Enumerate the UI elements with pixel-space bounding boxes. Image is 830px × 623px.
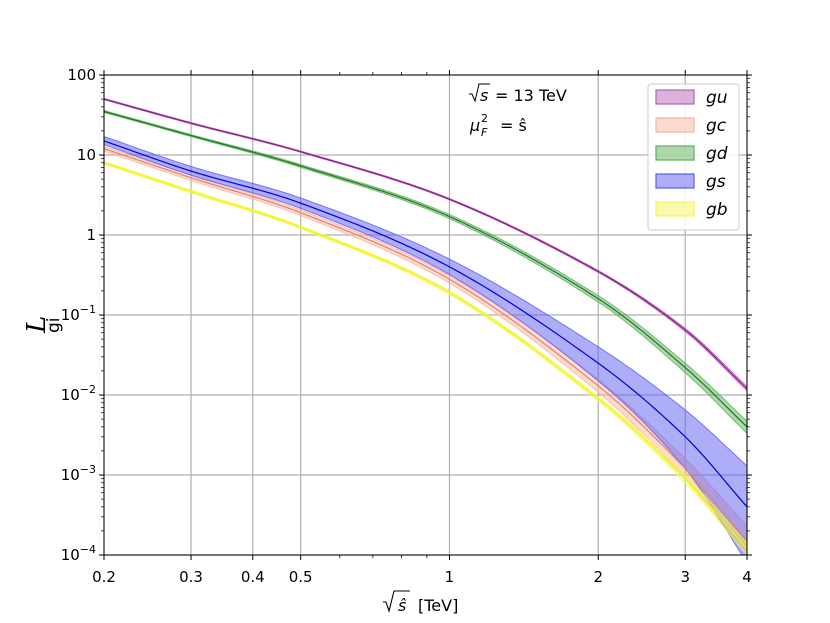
band-gb bbox=[104, 160, 747, 555]
line-gb bbox=[104, 162, 747, 550]
legend-swatch-gb bbox=[655, 201, 695, 217]
legend: gu gc gd gs gb bbox=[647, 83, 740, 231]
line-gd bbox=[104, 110, 747, 428]
annotation-sqrt bbox=[469, 83, 490, 103]
legend-swatch-gc bbox=[655, 117, 695, 133]
series-lines bbox=[104, 98, 747, 550]
x-tick-label: 0.4 bbox=[241, 568, 265, 586]
annotation-energy-value: = 13 TeV bbox=[495, 86, 567, 105]
legend-swatch-gd bbox=[655, 145, 695, 161]
x-tick-label: 0.3 bbox=[179, 568, 203, 586]
x-axis-unit: [TeV] bbox=[418, 596, 458, 615]
legend-label-gu: gu bbox=[706, 88, 728, 108]
y-axis-label: L gi bbox=[22, 316, 64, 334]
legend-label-gb: gb bbox=[706, 200, 728, 220]
legend-label-gc: gc bbox=[706, 116, 727, 136]
x-tick-label: 0.2 bbox=[92, 568, 116, 586]
legend-swatch-gu bbox=[655, 89, 695, 105]
sqrt-symbol bbox=[383, 590, 410, 613]
y-tick-label: 10 bbox=[77, 146, 96, 164]
x-axis-label: ŝ [TeV] bbox=[383, 590, 458, 615]
annotation-energy-var: s bbox=[480, 86, 488, 105]
x-tick-label: 0.5 bbox=[289, 568, 313, 586]
annotation-scale-var: μ bbox=[469, 116, 480, 135]
legend-label-gs: gs bbox=[706, 172, 726, 192]
band-gd bbox=[104, 109, 747, 435]
band-gs bbox=[104, 136, 747, 555]
line-gu bbox=[104, 98, 747, 390]
y-tick-label: 10−3 bbox=[61, 463, 96, 484]
x-tick-label: 4 bbox=[742, 568, 752, 586]
y-tick-label: 100 bbox=[67, 66, 96, 84]
annotation: s = 13 TeV μ 2 F = ŝ bbox=[469, 83, 567, 139]
annotation-scale-rhs: = ŝ bbox=[500, 116, 527, 135]
y-tick-label: 10−4 bbox=[61, 543, 96, 564]
x-tick-labels: 0.2 0.3 0.4 0.5 1 2 3 4 bbox=[92, 568, 752, 586]
x-tick-label: 3 bbox=[680, 568, 690, 586]
line-gc bbox=[104, 148, 747, 542]
y-tick-label: 10−1 bbox=[61, 303, 96, 324]
y-tick-label: 10−2 bbox=[61, 383, 96, 404]
grid bbox=[103, 74, 748, 556]
x-axis-symbol: ŝ bbox=[398, 596, 406, 615]
y-axis-symbol: L bbox=[22, 316, 52, 334]
legend-label-gd: gd bbox=[706, 144, 728, 164]
line-gs bbox=[104, 140, 747, 508]
x-tick-label: 2 bbox=[593, 568, 603, 586]
uncertainty-bands bbox=[104, 97, 747, 555]
band-gu bbox=[104, 97, 747, 392]
y-tick-labels: 10−4 10−3 10−2 10−1 1 10 100 bbox=[61, 66, 96, 564]
legend-swatch-gs bbox=[655, 173, 695, 189]
y-axis-subscript: gi bbox=[44, 317, 64, 333]
y-tick-label: 1 bbox=[86, 226, 96, 244]
major-ticks bbox=[99, 70, 752, 560]
annotation-scale-sub: F bbox=[481, 126, 488, 139]
x-tick-label: 1 bbox=[445, 568, 455, 586]
annotation-scale-sup: 2 bbox=[481, 112, 488, 125]
band-gc bbox=[104, 145, 747, 555]
